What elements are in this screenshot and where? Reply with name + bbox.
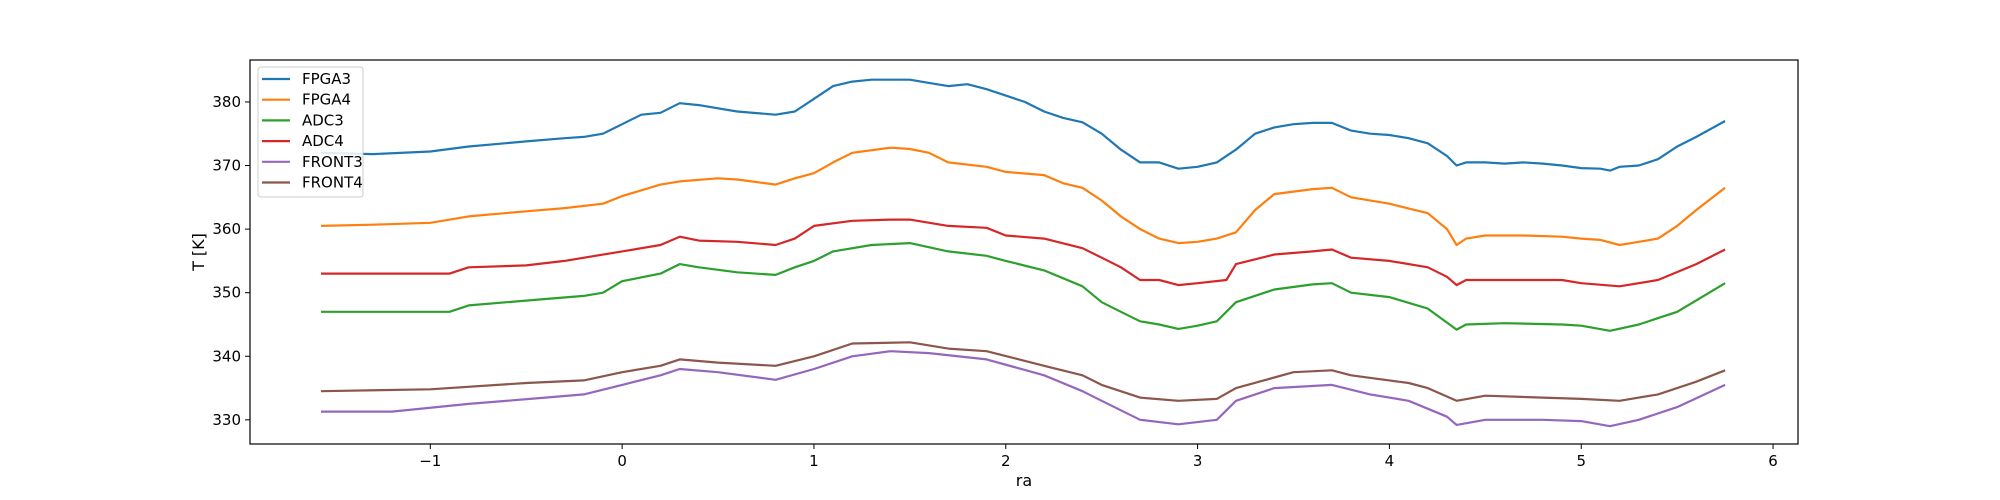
legend-label: FPGA4 bbox=[302, 91, 351, 109]
x-tick-label: 2 bbox=[1001, 452, 1011, 470]
legend-label: ADC3 bbox=[302, 111, 344, 129]
x-tick-label: 3 bbox=[1193, 452, 1203, 470]
y-tick-label: 370 bbox=[212, 157, 241, 175]
series-lines bbox=[320, 78, 1726, 428]
x-tick-label: −1 bbox=[419, 452, 441, 470]
legend-label: FRONT4 bbox=[302, 174, 363, 192]
y-tick-label: 340 bbox=[212, 347, 241, 365]
series-line-adc4 bbox=[321, 218, 1726, 288]
plot-frame bbox=[249, 59, 1799, 445]
y-axis: 330 340 350 360 370 380 bbox=[212, 93, 250, 429]
series-line-front4 bbox=[320, 341, 1726, 402]
series-line-fpga3 bbox=[320, 78, 1726, 172]
x-tick-label: 0 bbox=[617, 452, 627, 470]
y-tick-label: 360 bbox=[212, 220, 241, 238]
series-line-fpga4 bbox=[320, 146, 1726, 247]
series-line-adc3 bbox=[321, 242, 1726, 332]
x-tick-label: 6 bbox=[1768, 452, 1778, 470]
y-tick-label: 380 bbox=[212, 93, 241, 111]
x-axis: −1 0 1 2 3 4 5 6 bbox=[419, 444, 1778, 470]
legend-label: FPGA3 bbox=[302, 70, 351, 88]
y-tick-label: 350 bbox=[212, 284, 241, 302]
series-line-front3 bbox=[321, 350, 1726, 428]
legend: FPGA3 FPGA4 ADC3 ADC4 FRONT3 FRONT4 bbox=[257, 66, 364, 198]
y-axis-label: T [K] bbox=[189, 233, 208, 272]
x-tick-label: 4 bbox=[1385, 452, 1395, 470]
x-tick-label: 1 bbox=[809, 452, 819, 470]
x-tick-label: 5 bbox=[1576, 452, 1586, 470]
legend-label: FRONT3 bbox=[302, 153, 363, 171]
x-axis-label: ra bbox=[1016, 471, 1032, 490]
y-tick-label: 330 bbox=[212, 411, 241, 429]
legend-label: ADC4 bbox=[302, 132, 344, 150]
